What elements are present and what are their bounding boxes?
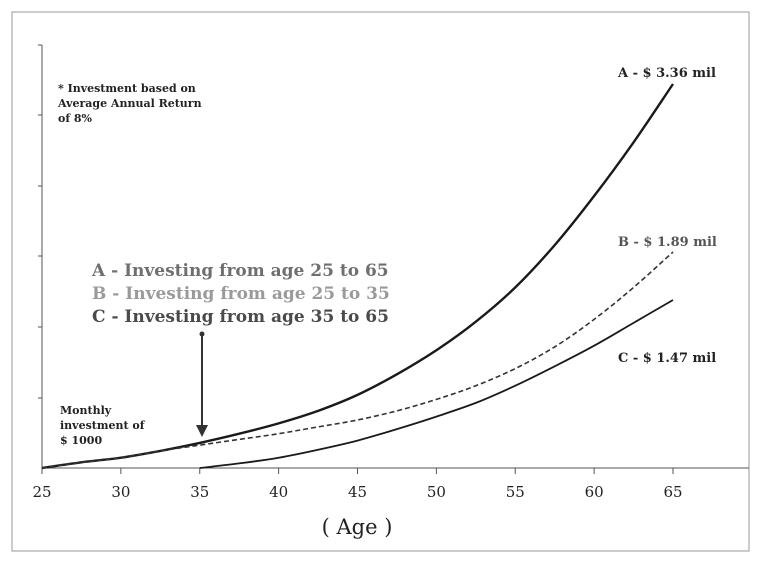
x-tick-label: 45 bbox=[348, 483, 367, 501]
annotation-line-3: $ 1000 bbox=[60, 434, 102, 447]
x-tick-label: 65 bbox=[663, 483, 682, 501]
legend-c: C - Investing from age 35 to 65 bbox=[92, 307, 389, 327]
x-axis-label: ( Age ) bbox=[322, 515, 393, 539]
x-tick-label: 35 bbox=[190, 483, 209, 501]
series-lines bbox=[41, 83, 674, 470]
x-tick-label: 55 bbox=[506, 483, 525, 501]
note-line-2: Average Annual Return bbox=[57, 97, 202, 110]
x-tick-labels: 25 30 35 40 45 50 55 60 65 bbox=[32, 483, 682, 501]
x-tick-label: 40 bbox=[269, 483, 288, 501]
note-line-1: * Investment based on bbox=[58, 82, 196, 95]
x-tick-label: 50 bbox=[427, 483, 446, 501]
series-b-line bbox=[41, 251, 674, 469]
x-tick-label: 30 bbox=[111, 483, 130, 501]
end-label-a: A - $ 3.36 mil bbox=[617, 66, 716, 81]
legend-b: B - Investing from age 25 to 35 bbox=[92, 284, 390, 304]
x-tick-label: 60 bbox=[585, 483, 604, 501]
end-label-b: B - $ 1.89 mil bbox=[618, 235, 717, 250]
legend: A - Investing from age 25 to 65 B - Inve… bbox=[91, 261, 390, 327]
end-label-c: C - $ 1.47 mil bbox=[618, 351, 716, 366]
note-line-3: of 8% bbox=[58, 112, 93, 125]
series-c-line bbox=[199, 299, 674, 469]
legend-a: A - Investing from age 25 to 65 bbox=[91, 261, 389, 281]
x-tick-label: 25 bbox=[32, 483, 51, 501]
annotation-line-1: Monthly bbox=[60, 404, 112, 417]
x-axis-ticks bbox=[41, 468, 674, 474]
annotation-line-2: investment of bbox=[60, 419, 146, 432]
plot-border bbox=[11, 11, 750, 552]
investment-annotation: Monthly investment of $ 1000 bbox=[60, 331, 208, 447]
series-a-line bbox=[41, 83, 674, 470]
return-note: * Investment based on Average Annual Ret… bbox=[57, 82, 202, 125]
y-axis-ticks bbox=[38, 44, 42, 399]
arrow-head bbox=[196, 425, 208, 437]
